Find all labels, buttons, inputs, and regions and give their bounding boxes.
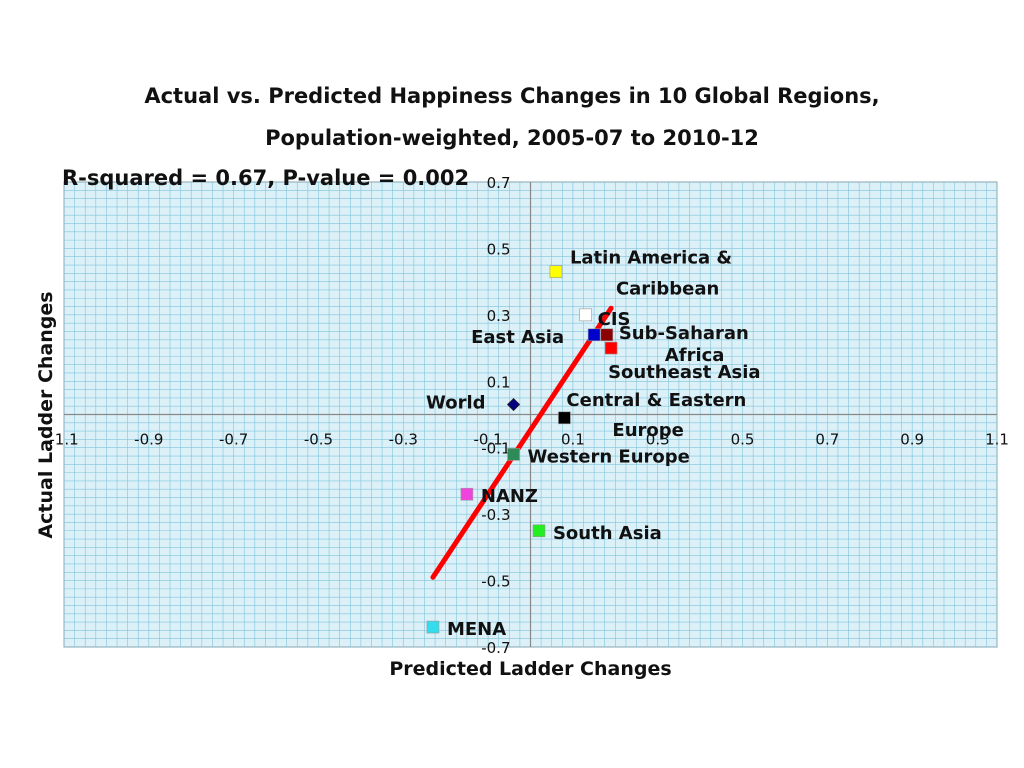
point-label-line: Caribbean (616, 279, 719, 300)
regression-line (430, 305, 614, 580)
x-tick-label: -0.1 (473, 431, 502, 449)
y-tick-label: -0.1 (481, 440, 510, 458)
point-world (506, 397, 521, 412)
y-tick-label: -0.3 (481, 506, 510, 524)
point-sub-saharan-africa (600, 328, 614, 342)
point-label-south-asia: South Asia (553, 523, 662, 544)
point-label-line: NANZ (481, 486, 538, 507)
point-nanz (460, 487, 474, 501)
point-label-line: Western Europe (528, 446, 690, 467)
point-label-latin-america-caribbean: Latin America & Caribbean (570, 248, 732, 300)
point-east-asia (587, 328, 601, 342)
y-tick-label: 0.3 (487, 307, 511, 325)
point-mena (426, 620, 440, 634)
point-label-line: Sub-Saharan (619, 323, 749, 344)
point-label-line: East Asia (471, 327, 564, 348)
x-tick-label: 0.3 (646, 431, 670, 449)
y-tick-label: 0.5 (487, 240, 511, 258)
points: Latin America & Caribbean CIS East Asia Sub-… (426, 248, 761, 640)
point-label-line: CIS (598, 309, 631, 330)
y-tick-label: -0.5 (481, 573, 510, 591)
x-tick-label: -1.1 (49, 431, 78, 449)
point-central-eastern-europe (558, 411, 571, 425)
point-label-line: Europe (612, 420, 683, 441)
axes (64, 182, 997, 647)
x-tick-label: -0.7 (219, 431, 248, 449)
point-label-east-asia: East Asia (471, 327, 564, 348)
point-label-line: MENA (447, 619, 506, 640)
point-label-line: Central & Eastern (566, 390, 746, 411)
tick-labels: -1.1 -0.9 -0.7 -0.5 -0.3 -0.1 0.1 0.3 0.5 0.7 0.9 1… (49, 174, 1009, 657)
point-label-world: World (426, 393, 486, 414)
point-label-nanz: NANZ (481, 486, 538, 507)
fit-line-group (430, 305, 614, 580)
chart-title-line-1: Actual vs. Predicted Happiness Changes i… (144, 84, 880, 108)
x-tick-label: 0.1 (561, 431, 585, 449)
point-label-line: Latin America & (570, 248, 732, 269)
y-tick-label: 0.7 (487, 174, 511, 192)
point-label-line: World (426, 393, 486, 414)
point-label-mena: MENA (447, 619, 506, 640)
point-southeast-asia (604, 341, 618, 355)
x-tick-label: 1.1 (985, 431, 1009, 449)
chart-title-line-2: Population-weighted, 2005-07 to 2010-12 (265, 126, 759, 150)
point-label-western-europe: Western Europe (528, 446, 690, 467)
x-tick-label: 0.5 (731, 431, 755, 449)
point-south-asia (532, 524, 546, 538)
point-label-sub-saharan-africa: Sub-Saharan Africa (619, 323, 749, 366)
point-label-line: Africa (665, 345, 725, 366)
y-axis-label: Actual Ladder Changes (35, 291, 57, 539)
x-tick-label: -0.9 (134, 431, 163, 449)
point-label-line: South Asia (553, 523, 662, 544)
y-tick-label: -0.7 (481, 639, 510, 657)
point-latin-america-caribbean (549, 265, 563, 278)
point-label-southeast-asia: Southeast Asia (608, 362, 760, 383)
point-label-central-eastern-europe: Central & Eastern Europe (566, 390, 746, 441)
x-tick-label: 0.7 (815, 431, 839, 449)
x-tick-label: -0.3 (389, 431, 418, 449)
point-western-europe (507, 448, 520, 461)
y-tick-label: 0.1 (487, 373, 511, 391)
point-label-line: Southeast Asia (608, 362, 760, 383)
point-cis (579, 308, 592, 322)
point-label-cis: CIS (598, 309, 631, 330)
x-axis-label: Predicted Ladder Changes (389, 658, 672, 680)
x-tick-label: -0.5 (304, 431, 333, 449)
x-tick-label: 0.9 (900, 431, 924, 449)
r-squared-annotation: R-squared = 0.67, P-value = 0.002 (62, 166, 470, 190)
